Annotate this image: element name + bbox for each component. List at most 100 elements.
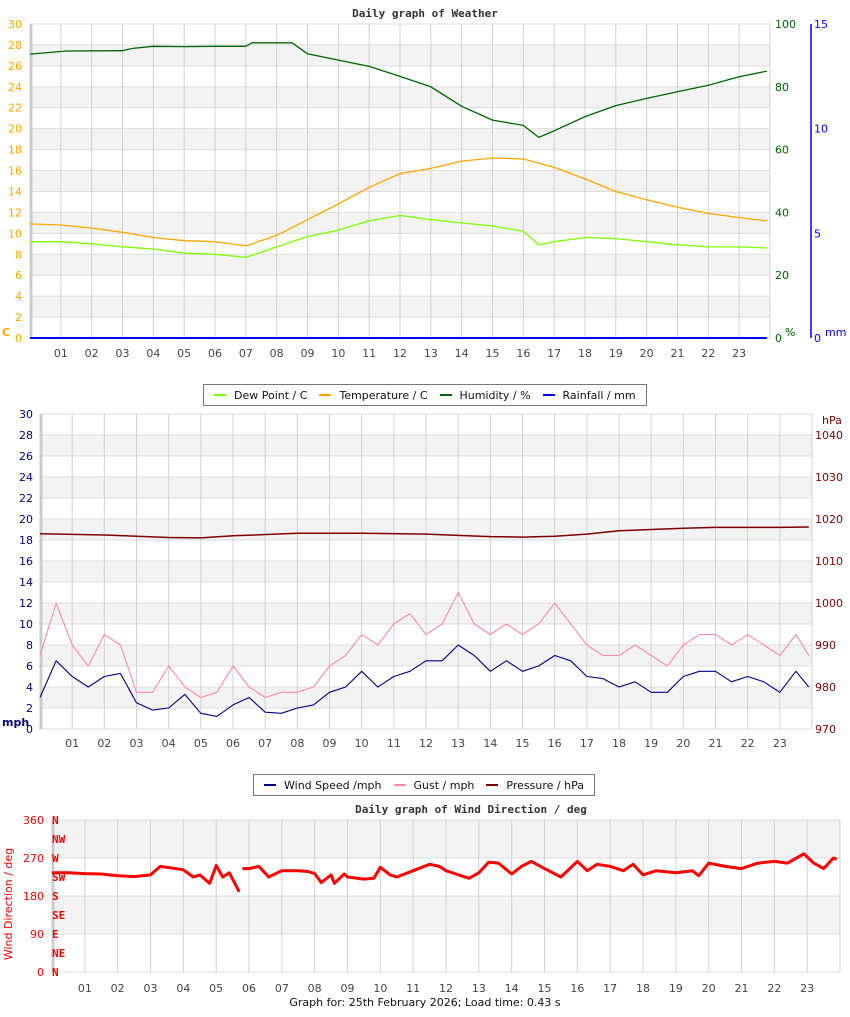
x-tick-label: 15 <box>486 347 500 360</box>
pressure-line <box>39 526 809 539</box>
x-tick-label: 09 <box>323 737 337 750</box>
x-tick-label: 05 <box>177 347 191 360</box>
y-axis-label: Wind Direction / deg <box>2 848 15 960</box>
x-tick-label: 21 <box>735 982 749 995</box>
x-tick-label: 11 <box>406 982 420 995</box>
x-tick-label: 08 <box>270 347 284 360</box>
x-tick-label: 19 <box>609 347 623 360</box>
y-tick-label-rainfall: 5 <box>814 227 821 240</box>
legend-item-pressure: Pressure / hPa <box>486 779 584 792</box>
y-tick-label-left: 16 <box>19 555 33 568</box>
y-tick-label-left: 26 <box>19 450 33 463</box>
x-tick-label: 17 <box>547 347 561 360</box>
compass-label: NE <box>52 947 65 960</box>
x-tick-label: 02 <box>97 737 111 750</box>
y-tick-label-left: 20 <box>8 123 22 136</box>
legend-label: Rainfall / mm <box>562 388 636 402</box>
chart-title: Daily graph of Weather <box>352 7 498 20</box>
x-tick-label: 03 <box>144 982 158 995</box>
y-tick-label-left: 18 <box>8 144 22 157</box>
x-tick-label: 13 <box>451 737 465 750</box>
x-tick-label: 04 <box>146 347 160 360</box>
x-tick-label: 18 <box>612 737 626 750</box>
y-tick-label-left: 14 <box>19 576 33 589</box>
y-tick-label-left: 4 <box>26 681 33 694</box>
x-tick-label: 03 <box>130 737 144 750</box>
y-tick-label-right: 0 <box>775 332 782 345</box>
y-tick-label-right: 100 <box>775 18 796 31</box>
legend-swatch <box>264 784 276 786</box>
x-tick-label: 14 <box>483 737 497 750</box>
y-tick-label-left: 12 <box>19 597 33 610</box>
y-tick-label: 180 <box>23 890 44 903</box>
x-tick-label: 23 <box>800 982 814 995</box>
y-tick-label-left: 0 <box>15 332 22 345</box>
legend-wind: Wind Speed /mph Gust / mph Pressure / hP… <box>253 774 595 796</box>
x-tick-label: 19 <box>644 737 658 750</box>
y-tick-label-rainfall: 0 <box>814 332 821 345</box>
x-tick-label: 09 <box>341 982 355 995</box>
y-tick-label-left: 22 <box>8 102 22 115</box>
humidity-line <box>29 42 768 139</box>
x-tick-label: 12 <box>419 737 433 750</box>
x-tick-label: 18 <box>578 347 592 360</box>
wind-direction-trace <box>52 864 241 893</box>
x-tick-label: 22 <box>701 347 715 360</box>
y-tick-label-right: 1040 <box>815 429 843 442</box>
y-axis-unit-left: mph <box>2 716 29 729</box>
x-tick-label: 14 <box>505 982 519 995</box>
y-tick-label-left: 18 <box>19 534 33 547</box>
y-tick-label-right: 990 <box>815 639 836 652</box>
compass-label: S <box>52 890 59 903</box>
y-tick-label-left: 16 <box>8 165 22 178</box>
x-tick-label: 17 <box>603 982 617 995</box>
x-tick-label: 11 <box>387 737 401 750</box>
legend-swatch <box>319 394 332 396</box>
dew-point-line <box>30 214 767 259</box>
compass-label: N <box>52 966 59 979</box>
x-tick-label: 07 <box>275 982 289 995</box>
x-tick-label: 21 <box>709 737 723 750</box>
y-tick-label-left: 8 <box>26 639 33 652</box>
x-tick-label: 04 <box>162 737 176 750</box>
x-tick-label: 12 <box>393 347 407 360</box>
x-tick-label: 20 <box>640 347 654 360</box>
x-tick-label: 16 <box>516 347 530 360</box>
y-tick-label: 270 <box>23 852 44 865</box>
compass-label: NW <box>52 833 66 846</box>
x-tick-label: 04 <box>176 982 190 995</box>
x-tick-label: 02 <box>111 982 125 995</box>
wind-direction-trace <box>242 852 838 885</box>
y-tick-label-left: 20 <box>19 513 33 526</box>
x-tick-label: 19 <box>669 982 683 995</box>
y-tick-label-left: 26 <box>8 60 22 73</box>
y-tick-label-right: 60 <box>775 144 789 157</box>
legend-label: Dew Point / C <box>234 388 308 402</box>
legend-item-gust: Gust / mph <box>393 779 474 792</box>
legend-item-rainfall: Rainfall / mm <box>542 388 636 402</box>
y-axis-unit-rainfall: mm <box>825 326 846 339</box>
y-tick-label-left: 6 <box>15 269 22 282</box>
y-axis-unit-left: C <box>2 326 10 339</box>
x-tick-label: 10 <box>331 347 345 360</box>
compass-label: N <box>52 814 59 827</box>
y-tick-label-left: 30 <box>19 408 33 421</box>
y-tick-label-left: 10 <box>19 618 33 631</box>
legend-label: Pressure / hPa <box>506 778 584 792</box>
legend-swatch <box>439 394 452 396</box>
y-tick-label: 90 <box>30 928 44 941</box>
x-tick-label: 16 <box>570 982 584 995</box>
y-tick-label-right: 970 <box>815 723 836 736</box>
x-tick-label: 18 <box>636 982 650 995</box>
y-tick-label-left: 30 <box>8 18 22 31</box>
y-tick-label-right: 40 <box>775 206 789 219</box>
y-tick-label-right: 1000 <box>815 597 843 610</box>
x-tick-label: 21 <box>671 347 685 360</box>
y-tick-label-left: 6 <box>26 660 33 673</box>
x-tick-label: 12 <box>439 982 453 995</box>
x-tick-label: 01 <box>78 982 92 995</box>
legend-item-temperature: Temperature / C <box>319 389 428 402</box>
y-axis-unit-right: hPa <box>822 414 842 427</box>
x-tick-label: 01 <box>54 347 68 360</box>
x-tick-label: 05 <box>209 982 223 995</box>
